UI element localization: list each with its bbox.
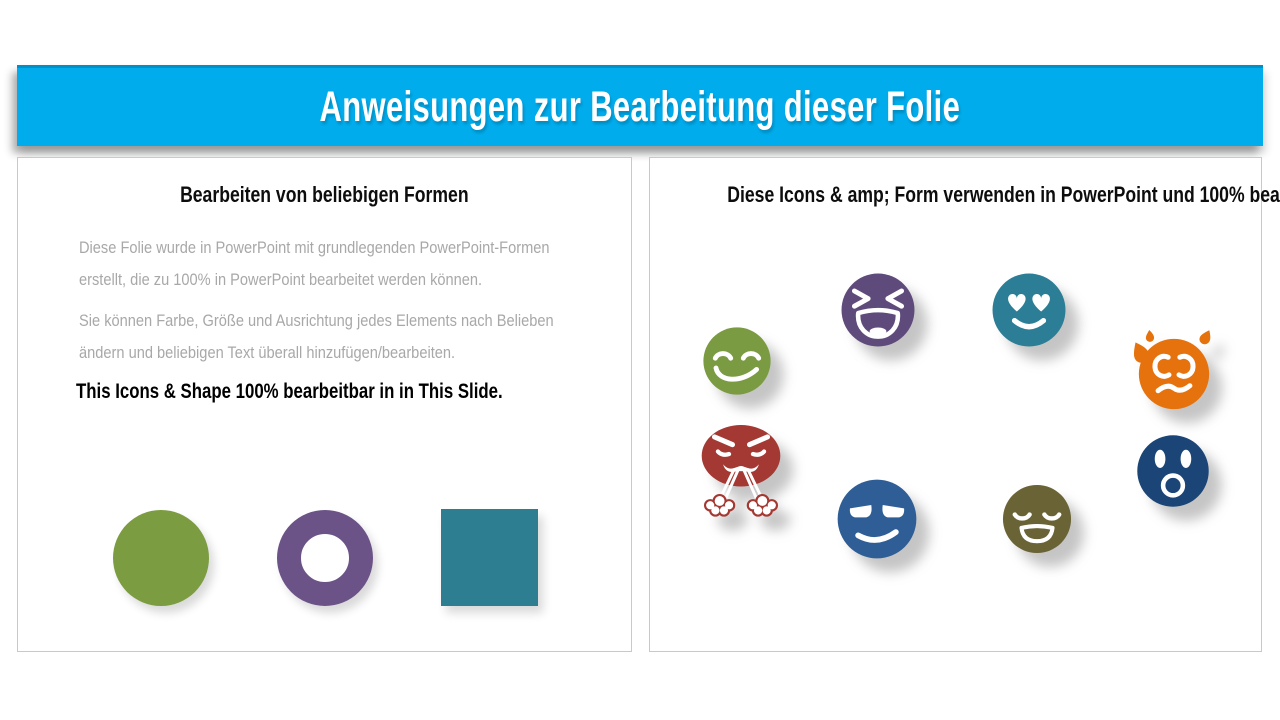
right-panel-heading: Diese Icons & amp; Form verwenden in Pow… [727, 182, 1280, 207]
relieved-face-icon [1002, 484, 1072, 554]
unamused-face-icon [837, 479, 917, 559]
header-banner: Anweisungen zur Bearbeitung dieser Folie [17, 65, 1263, 146]
circle-shape [113, 510, 209, 606]
right-panel: Diese Icons & amp; Form verwenden in Pow… [649, 157, 1280, 652]
left-panel-heading: Bearbeiten von beliebigen Formen [180, 182, 469, 207]
astonished-face-icon [1137, 435, 1209, 507]
heart-eyes-face-icon [992, 273, 1066, 347]
angry-steam-face-icon [701, 424, 781, 517]
square-shape [441, 509, 538, 606]
laughing-face-icon [841, 273, 915, 347]
donut-shape [277, 510, 373, 606]
left-panel-paragraph-2: Sie können Farbe, Größe und Ausrichtung … [79, 311, 554, 362]
smiling-face-icon [703, 327, 771, 395]
left-panel-emphasis: This Icons & Shape 100% bearbeitbar in i… [76, 380, 503, 403]
anxious-sweat-face-icon [1133, 329, 1211, 410]
left-panel-paragraph-1: Diese Folie wurde in PowerPoint mit grun… [79, 238, 550, 289]
left-panel: Bearbeiten von beliebigen Formen Diese F… [17, 157, 632, 652]
slide-title: Anweisungen zur Bearbeitung dieser Folie [319, 82, 961, 131]
